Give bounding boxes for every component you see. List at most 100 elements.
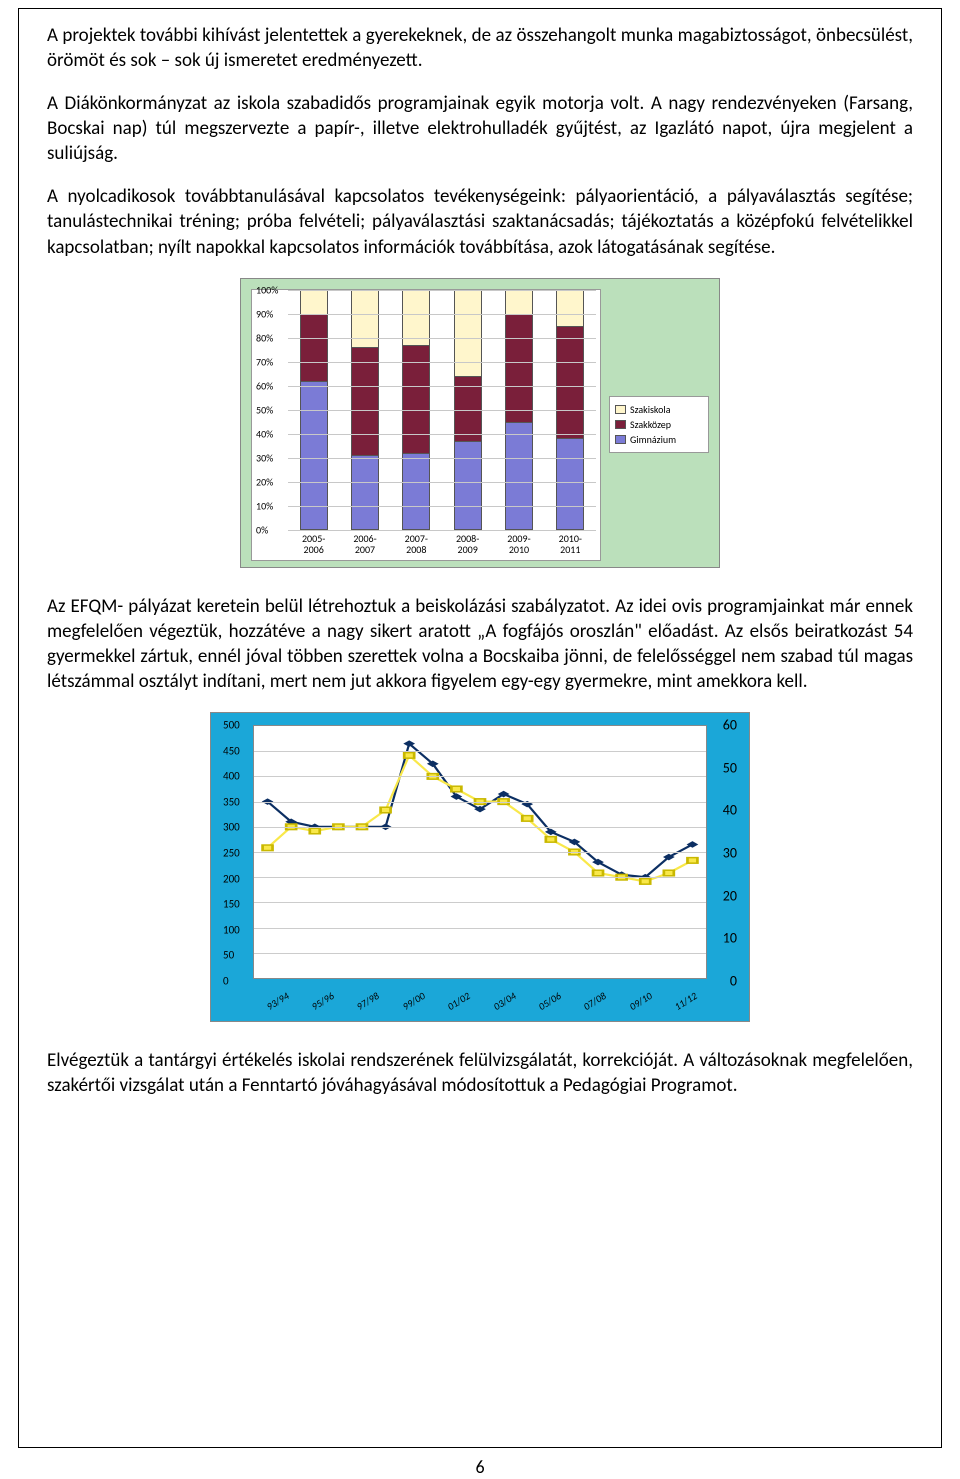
chart2-ytick-left: 200 bbox=[223, 872, 240, 885]
legend-label: Szakközep bbox=[630, 418, 671, 431]
chart1-grid: 0%10%20%30%40%50%60%70%80%90%100% bbox=[252, 290, 600, 530]
chart1-xlabels: 2005-20062006-20072007-20082008-20092009… bbox=[252, 530, 600, 560]
chart1-gridline bbox=[288, 482, 596, 483]
line-chart: 93/9495/9697/9899/0001/0203/0405/0607/08… bbox=[210, 712, 750, 1022]
chart2-gridline bbox=[254, 852, 706, 853]
chart1-ytick: 50% bbox=[256, 403, 273, 416]
chart2-marker bbox=[687, 858, 697, 864]
chart1-gridline bbox=[288, 314, 596, 315]
chart2-marker bbox=[404, 753, 414, 759]
chart1-xtick: 2009-2010 bbox=[499, 530, 539, 560]
chart2-xlabels: 93/9495/9697/9899/0001/0203/0405/0607/08… bbox=[253, 1002, 707, 1015]
paragraph-4: Az EFQM- pályázat keretein belül létreho… bbox=[47, 594, 913, 694]
legend-item: Gimnázium bbox=[615, 433, 703, 446]
chart2-gridline bbox=[254, 877, 706, 878]
chart2-ytick-left: 50 bbox=[223, 949, 234, 962]
chart1-xtick: 2006-2007 bbox=[345, 530, 385, 560]
chart2-xtick: 99/00 bbox=[400, 989, 427, 1013]
chart2-gridline bbox=[254, 902, 706, 903]
chart1-ytick: 90% bbox=[256, 307, 273, 320]
legend-label: Gimnázium bbox=[630, 433, 676, 446]
chart2-xtick: 09/10 bbox=[627, 989, 654, 1013]
chart1-gridline bbox=[288, 506, 596, 507]
paragraph-3: A nyolcadikosok továbbtanulásával kapcso… bbox=[47, 184, 913, 259]
chart1-container: 0%10%20%30%40%50%60%70%80%90%100% 2005-2… bbox=[47, 278, 913, 568]
chart1-ytick: 60% bbox=[256, 379, 273, 392]
legend-item: Szakiskola bbox=[615, 403, 703, 416]
chart1-ytick: 40% bbox=[256, 427, 273, 440]
bar-seg-szaki bbox=[454, 290, 482, 376]
chart2-marker bbox=[593, 870, 603, 876]
chart2-ytick-right: 20 bbox=[723, 887, 737, 904]
bar-seg-szakk bbox=[300, 314, 328, 381]
legend-item: Szakközep bbox=[615, 418, 703, 431]
chart2-marker bbox=[546, 837, 556, 843]
chart2-ytick-left: 500 bbox=[223, 718, 240, 731]
chart1-gridline bbox=[288, 458, 596, 459]
chart2-ytick-left: 250 bbox=[223, 846, 240, 859]
chart2-xtick: 07/08 bbox=[581, 989, 608, 1013]
chart2-xtick: 97/98 bbox=[354, 989, 381, 1013]
chart2-gridline bbox=[254, 802, 706, 803]
bar-seg-szakk bbox=[505, 314, 533, 422]
chart1-ytick: 30% bbox=[256, 451, 273, 464]
chart1-gridline bbox=[288, 290, 596, 291]
bar-seg-gimn bbox=[505, 422, 533, 530]
chart1-gridline bbox=[288, 434, 596, 435]
chart2-xtick: 95/96 bbox=[309, 989, 336, 1013]
chart2-gridline bbox=[254, 827, 706, 828]
chart2-ytick-right: 10 bbox=[723, 930, 737, 947]
chart2-ytick-left: 100 bbox=[223, 923, 240, 936]
chart2-marker bbox=[310, 828, 320, 834]
bar-seg-gimn bbox=[351, 455, 379, 529]
bar-seg-szakk bbox=[351, 347, 379, 455]
bar-seg-gimn bbox=[402, 453, 430, 530]
chart2-ytick-left: 400 bbox=[223, 770, 240, 783]
chart2-xtick: 11/12 bbox=[672, 989, 699, 1013]
chart2-plot bbox=[253, 725, 707, 979]
chart2-gridline bbox=[254, 928, 706, 929]
chart1-ytick: 20% bbox=[256, 475, 273, 488]
chart2-marker bbox=[263, 845, 273, 851]
chart1-gridline bbox=[288, 386, 596, 387]
chart1-gridline bbox=[288, 338, 596, 339]
chart2-ytick-left: 350 bbox=[223, 795, 240, 808]
chart2-ytick-left: 300 bbox=[223, 821, 240, 834]
bar-seg-gimn bbox=[300, 381, 328, 530]
chart2-gridline bbox=[254, 776, 706, 777]
chart2-ytick-left: 450 bbox=[223, 744, 240, 757]
document-page: A projektek további kihívást jelentettek… bbox=[18, 8, 942, 1448]
chart2-gridline bbox=[254, 751, 706, 752]
legend-swatch bbox=[615, 405, 626, 414]
chart1-ytick: 10% bbox=[256, 499, 273, 512]
chart2-ytick-right: 30 bbox=[723, 844, 737, 861]
chart2-ytick-right: 0 bbox=[730, 972, 737, 989]
bar-seg-gimn bbox=[556, 438, 584, 529]
bar-seg-szaki bbox=[556, 290, 584, 326]
chart2-line-right-line bbox=[268, 755, 693, 881]
chart2-xtick: 01/02 bbox=[445, 989, 472, 1013]
chart2-marker bbox=[640, 879, 650, 885]
chart2-xtick: 05/06 bbox=[536, 989, 563, 1013]
chart1-ytick: 80% bbox=[256, 331, 273, 344]
chart1-legend: Szakiskola Szakközep Gimnázium bbox=[609, 396, 709, 453]
chart2-marker bbox=[381, 807, 391, 813]
chart2-ytick-right: 50 bbox=[723, 759, 737, 776]
paragraph-2: A Diákönkormányzat az iskola szabadidős … bbox=[47, 91, 913, 166]
bar-seg-szakk bbox=[556, 326, 584, 439]
chart2-ytick-left: 0 bbox=[223, 974, 229, 987]
chart2-marker bbox=[451, 786, 461, 792]
legend-label: Szakiskola bbox=[630, 403, 671, 416]
chart2-gridline bbox=[254, 953, 706, 954]
legend-swatch bbox=[615, 435, 626, 444]
chart1-gridline bbox=[288, 410, 596, 411]
paragraph-1: A projektek további kihívást jelentettek… bbox=[47, 23, 913, 73]
chart1-ytick: 100% bbox=[256, 283, 278, 296]
chart1-ytick: 0% bbox=[256, 523, 268, 536]
bar-seg-gimn bbox=[454, 441, 482, 530]
paragraph-5: Elvégeztük a tantárgyi értékelés iskolai… bbox=[47, 1048, 913, 1098]
chart1-gridline bbox=[288, 530, 596, 531]
chart1-xtick: 2008-2009 bbox=[448, 530, 488, 560]
legend-swatch bbox=[615, 420, 626, 429]
chart2-xtick: 93/94 bbox=[264, 989, 291, 1013]
